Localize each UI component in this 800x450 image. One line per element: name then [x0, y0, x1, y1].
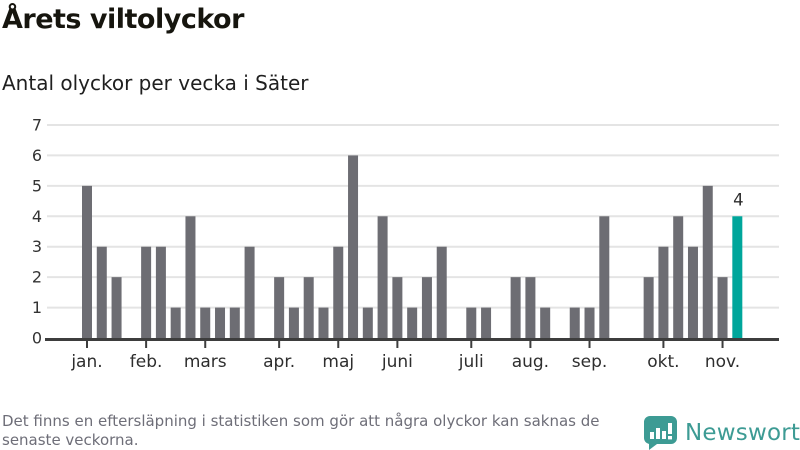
bar: [348, 155, 359, 338]
bar: [303, 277, 314, 338]
bar: [658, 246, 669, 338]
bar: [288, 307, 299, 338]
x-axis-month-label: aug.: [512, 352, 549, 372]
bar: [687, 246, 698, 338]
highlight-value-label: 4: [733, 190, 744, 209]
newsworthy-logo: Newsworthy: [644, 416, 800, 450]
x-axis-month-label: juni: [381, 352, 413, 372]
bar: [229, 307, 240, 338]
bar: [436, 246, 447, 338]
y-axis-tick-label: 5: [32, 176, 42, 195]
x-axis-month-label: maj: [322, 352, 354, 372]
bar: [155, 246, 166, 338]
bar-chart: 0 1 2 3 4 5 6 7 jan. feb. mars apr. maj juni juli aug. s…: [32, 115, 779, 372]
speech-bubble-shape: [644, 416, 677, 450]
y-axis-tick-label: 1: [32, 298, 42, 317]
y-axis-tick-label: 2: [32, 268, 42, 287]
x-axis-month-label: okt.: [647, 352, 679, 372]
bar: [510, 277, 521, 338]
newsworthy-logo-icon: [644, 416, 677, 450]
bar: [333, 246, 344, 338]
bar: [170, 307, 181, 338]
bar: [643, 277, 654, 338]
bar: [717, 277, 728, 338]
mini-bar-chart-glyph: [650, 423, 672, 440]
x-axis-month-label: sep.: [572, 352, 608, 372]
bar: [82, 185, 92, 338]
bar: [392, 277, 403, 338]
y-axis-tick-label: 7: [32, 115, 42, 134]
bar: [540, 307, 551, 338]
bar: [318, 307, 329, 338]
x-axis-month-label: mars: [184, 352, 227, 372]
bar: [111, 277, 122, 338]
bar: [244, 246, 255, 338]
newsworthy-logo-text: Newsworthy: [685, 420, 800, 446]
bar-highlighted: [732, 216, 743, 338]
bar: [481, 307, 492, 338]
bar: [525, 277, 536, 338]
bar: [407, 307, 418, 338]
bar: [215, 307, 226, 338]
bar: [96, 246, 107, 338]
chart-subtitle: Antal olyckor per vecka i Säter: [2, 71, 309, 95]
bar: [702, 185, 713, 338]
footnote-line-2: senaste veckorna.: [2, 430, 139, 449]
bar: [569, 307, 580, 338]
footnote-line-1: Det finns en eftersläpning i statistiken…: [2, 412, 600, 430]
x-axis-month-label: apr.: [263, 352, 295, 372]
x-axis-month-label: feb.: [130, 352, 163, 372]
y-axis-tick-label: 0: [32, 329, 42, 348]
bar: [466, 307, 477, 338]
bar: [141, 246, 152, 338]
bar: [421, 277, 432, 338]
bar: [673, 216, 684, 338]
bar: [584, 307, 595, 338]
footnote: Det finns en eftersläpning i statistiken…: [2, 412, 634, 450]
bar: [377, 216, 388, 338]
bar: [362, 307, 373, 338]
x-axis-month-label: juli: [458, 352, 484, 372]
x-axis-month-label: nov.: [705, 352, 740, 372]
page-title: Årets viltolyckor: [2, 4, 244, 35]
y-axis-tick-label: 6: [32, 146, 42, 165]
bar: [185, 216, 196, 338]
bar: [599, 216, 610, 338]
y-axis-tick-label: 4: [32, 207, 42, 226]
bar: [274, 277, 285, 338]
bar: [200, 307, 211, 338]
y-axis-tick-label: 3: [32, 237, 42, 256]
x-axis-month-label: jan.: [70, 352, 102, 372]
